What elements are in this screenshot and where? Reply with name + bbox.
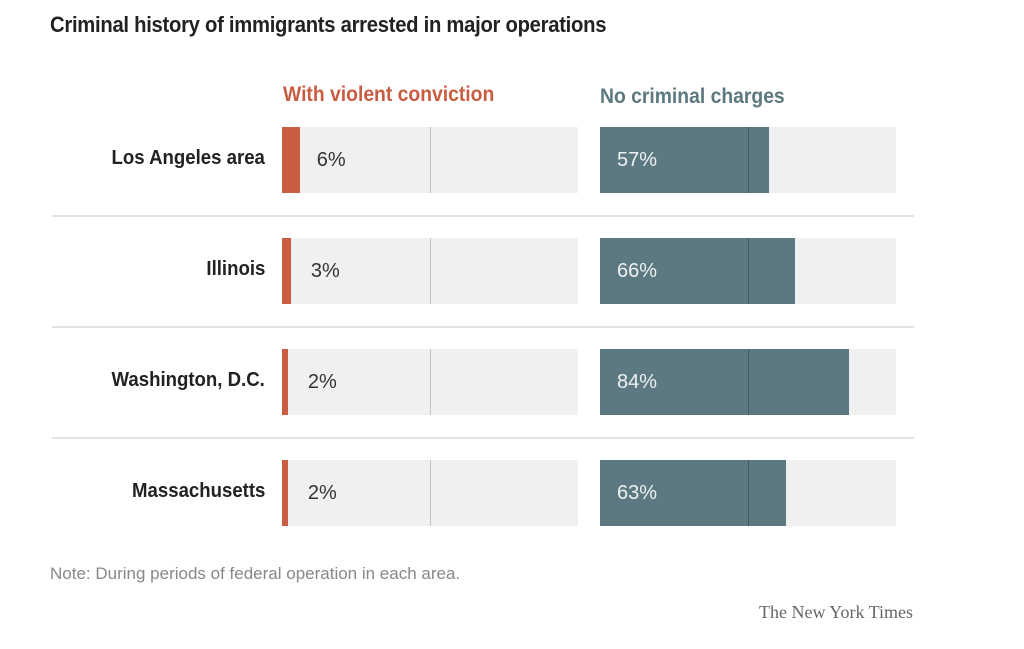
value-label: 57% (617, 148, 658, 171)
reference-line-50 (430, 460, 431, 526)
bar-violent-conviction (282, 349, 288, 415)
bar-track: 66% (600, 238, 896, 304)
bar-track: 2% (282, 349, 578, 415)
row-divider (52, 326, 914, 328)
source-credit: The New York Times (758, 602, 913, 622)
value-label: 63% (617, 481, 658, 504)
value-label: 2% (307, 370, 337, 393)
reference-line-50 (748, 349, 749, 415)
value-label: 66% (617, 259, 658, 282)
bar-no-criminal-charges (600, 460, 787, 526)
reference-line-50 (430, 349, 431, 415)
value-label: 2% (307, 481, 337, 504)
chart-note: Note: During periods of federal operatio… (50, 564, 461, 583)
row-divider (52, 437, 914, 439)
row-divider (52, 215, 914, 217)
bar-no-criminal-charges (600, 127, 769, 193)
row-label: Massachusetts (131, 480, 265, 502)
bar-track: 63% (600, 460, 896, 526)
bar-track: 57% (600, 127, 896, 193)
bar-track: 3% (282, 238, 578, 304)
bar-track: 84% (600, 349, 896, 415)
reference-line-50 (430, 238, 431, 304)
chart-title: Criminal history of immigrants arrested … (50, 12, 607, 37)
reference-line-50 (748, 460, 749, 526)
bar-no-criminal-charges (600, 238, 796, 304)
reference-line-50 (748, 127, 749, 193)
bar-violent-conviction (282, 460, 288, 526)
series-header-no-charges: No criminal charges (600, 85, 785, 108)
reference-line-50 (430, 127, 431, 193)
reference-line-50 (748, 238, 749, 304)
value-label: 3% (310, 259, 340, 282)
value-label: 6% (316, 148, 346, 171)
series-header-violent: With violent conviction (283, 83, 495, 106)
bar-no-criminal-charges (600, 349, 849, 415)
row-label: Illinois (206, 258, 265, 280)
bar-track: 2% (282, 460, 578, 526)
bar-violent-conviction (282, 238, 291, 304)
value-label: 84% (617, 370, 658, 393)
bar-violent-conviction (282, 127, 300, 193)
bar-track: 6% (282, 127, 578, 193)
row-label: Los Angeles area (111, 147, 265, 169)
row-label: Washington, D.C. (111, 369, 265, 391)
